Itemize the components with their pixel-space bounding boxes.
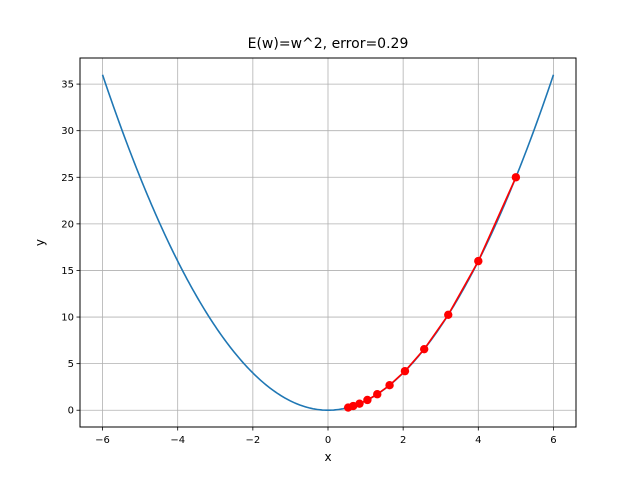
descent-point <box>343 403 353 412</box>
descent-point <box>511 173 521 182</box>
y-tick-label: 20 <box>61 219 74 230</box>
grid <box>80 58 576 427</box>
descent-point <box>400 366 410 376</box>
x-axis-label: x <box>324 450 331 464</box>
chart-title: E(w)=w^2, error=0.29 <box>248 36 409 52</box>
y-tick-label: 30 <box>61 126 74 137</box>
descent-point <box>444 310 453 320</box>
descent-point <box>363 395 372 405</box>
y-tick-label: 10 <box>61 313 74 324</box>
descent-point <box>385 381 394 390</box>
y-tick-label: 25 <box>61 173 74 184</box>
y-tick-label: 5 <box>68 359 74 370</box>
x-tick-label: 4 <box>475 435 481 446</box>
x-tick-label: 2 <box>400 435 406 446</box>
ticks: −6 −4 −2 0 2 4 6 0 5 10 15 20 25 30 35 <box>61 80 556 446</box>
y-axis-label: y <box>33 239 47 246</box>
x-tick-label: −2 <box>245 435 260 446</box>
x-tick-label: −4 <box>170 435 185 446</box>
y-tick-label: 0 <box>68 406 74 417</box>
descent-point <box>474 256 483 266</box>
y-tick-label: 35 <box>61 80 74 91</box>
descent-point <box>419 344 429 354</box>
x-tick-label: 0 <box>325 435 331 446</box>
plot-markers <box>343 173 521 412</box>
x-tick-label: 6 <box>550 435 556 446</box>
y-tick-label: 15 <box>61 266 74 277</box>
x-tick-label: −6 <box>95 435 110 446</box>
descent-point <box>373 390 382 399</box>
descent-point <box>355 399 364 408</box>
